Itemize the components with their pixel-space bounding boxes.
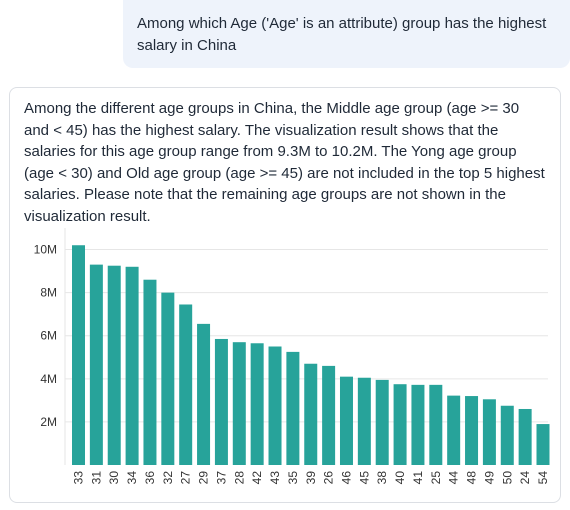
x-tick-label: 41 — [411, 471, 425, 485]
bar-age-33[interactable] — [72, 245, 85, 465]
bar-age-37[interactable] — [214, 338, 228, 465]
x-tick-label: 39 — [304, 471, 318, 485]
bar-age-42[interactable] — [250, 343, 264, 465]
x-tick-label: 46 — [339, 471, 353, 485]
bar-age-44[interactable] — [447, 395, 461, 465]
bar-age-39[interactable] — [304, 363, 318, 465]
user-message-text: Among which Age ('Age' is an attribute) … — [137, 15, 547, 54]
x-tick-label: 32 — [161, 471, 175, 485]
bar-age-35[interactable] — [286, 351, 300, 465]
y-tick-label: 6M — [40, 329, 57, 343]
y-tick-label: 8M — [40, 286, 57, 300]
bar-age-26[interactable] — [322, 365, 336, 465]
bar-age-27[interactable] — [179, 304, 193, 465]
bar-age-41[interactable] — [411, 384, 425, 465]
x-tick-label: 25 — [429, 471, 443, 485]
bar-age-30[interactable] — [107, 265, 121, 465]
x-tick-label: 31 — [89, 471, 103, 485]
bar-age-28[interactable] — [232, 342, 246, 465]
bar-age-25[interactable] — [429, 384, 443, 465]
bar-age-50[interactable] — [500, 405, 514, 465]
x-tick-label: 43 — [268, 471, 282, 485]
x-tick-label: 24 — [518, 471, 532, 485]
assistant-message-text: Among the different age groups in China,… — [24, 100, 545, 225]
salary-by-age-bar-chart: 2M 4M 6M 8M 10M 33 31 30 34 36 32 27 29 37 28 42 43 35 39 2… — [34, 228, 550, 485]
x-tick-label: 48 — [465, 471, 479, 485]
x-tick-label: 49 — [482, 471, 496, 485]
y-tick-label: 4M — [40, 372, 57, 386]
x-tick-label: 28 — [232, 471, 246, 485]
x-tick-label: 36 — [143, 471, 157, 485]
bar-age-40[interactable] — [393, 384, 407, 465]
bar-age-46[interactable] — [339, 376, 353, 465]
x-tick-label: 30 — [107, 471, 121, 485]
x-tick-label: 33 — [72, 471, 86, 485]
bar-age-38[interactable] — [375, 379, 389, 465]
x-tick-label: 34 — [125, 471, 139, 485]
assistant-message-card: Among the different age groups in China,… — [9, 87, 561, 503]
bar-age-45[interactable] — [357, 377, 371, 465]
x-tick-label: 37 — [214, 471, 228, 485]
x-tick-label: 38 — [375, 471, 389, 485]
bar-age-36[interactable] — [143, 279, 157, 465]
bar-age-29[interactable] — [197, 323, 211, 465]
x-tick-label: 44 — [447, 471, 461, 485]
bar-age-49[interactable] — [482, 399, 496, 465]
bar-age-24[interactable] — [518, 408, 532, 465]
bar-age-34[interactable] — [125, 266, 139, 465]
bar-age-48[interactable] — [465, 396, 479, 465]
x-tick-label: 29 — [197, 471, 211, 485]
bar-age-43[interactable] — [268, 346, 282, 466]
bar-age-32[interactable] — [161, 292, 175, 465]
x-tick-label: 35 — [286, 471, 300, 485]
x-tick-label: 54 — [536, 471, 550, 485]
bar-age-54[interactable] — [536, 424, 550, 465]
y-tick-label: 2M — [40, 415, 57, 429]
user-message-bubble: Among which Age ('Age' is an attribute) … — [123, 0, 570, 68]
x-tick-label: 26 — [322, 471, 336, 485]
x-tick-label: 40 — [393, 471, 407, 485]
x-tick-label: 45 — [357, 471, 371, 485]
x-tick-label: 50 — [500, 471, 514, 485]
x-tick-label: 27 — [179, 471, 193, 485]
x-tick-label: 42 — [250, 471, 264, 485]
bar-age-31[interactable] — [89, 264, 103, 465]
y-tick-label: 10M — [34, 243, 57, 257]
